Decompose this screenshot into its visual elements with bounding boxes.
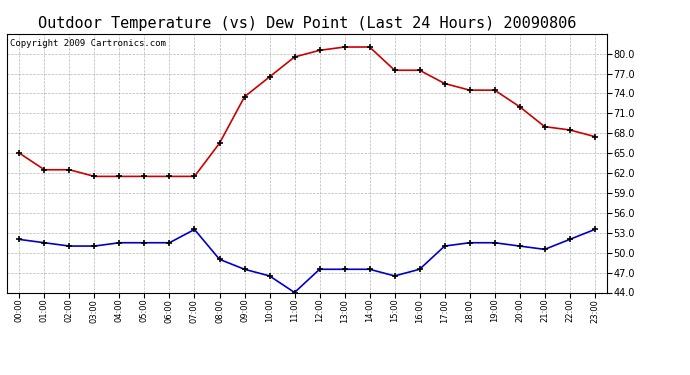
Title: Outdoor Temperature (vs) Dew Point (Last 24 Hours) 20090806: Outdoor Temperature (vs) Dew Point (Last… [38,16,576,31]
Text: Copyright 2009 Cartronics.com: Copyright 2009 Cartronics.com [10,39,166,48]
